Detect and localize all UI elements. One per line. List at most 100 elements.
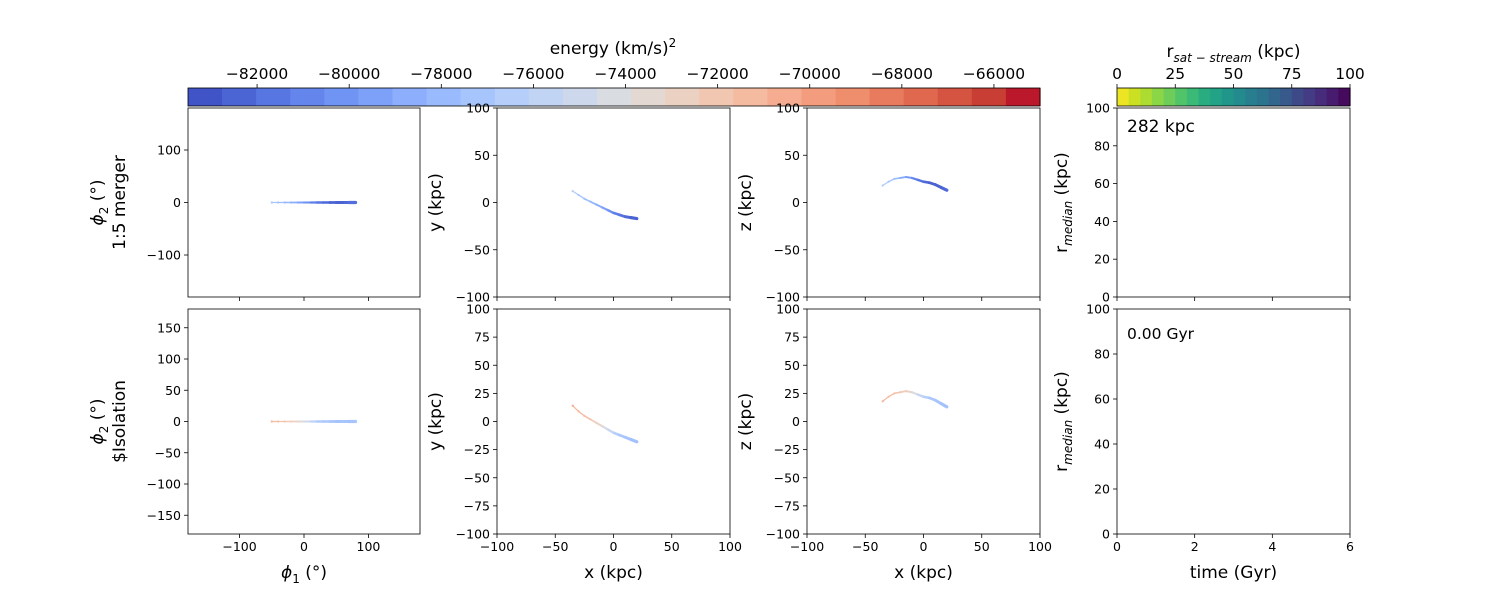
- distance-colorbar-swatch: [1291, 88, 1304, 106]
- y-tick-label: −50: [774, 242, 800, 257]
- energy-colorbar-swatch: [188, 88, 223, 106]
- axes-frame: [806, 107, 1041, 298]
- stream-point: [589, 200, 592, 203]
- stream-point: [618, 213, 621, 216]
- y-tick-label: 100: [157, 352, 181, 367]
- stream-point: [887, 395, 890, 398]
- stream-point: [606, 208, 609, 212]
- x-axis-label: ϕ1 (°): [281, 563, 327, 586]
- y-tick-label: 100: [776, 101, 800, 116]
- y-tick-label: −50: [464, 242, 490, 257]
- y-tick-label: 50: [784, 148, 800, 163]
- stream-point: [589, 418, 592, 421]
- stream-segment: [577, 410, 586, 417]
- stream-point: [945, 189, 948, 192]
- stream-point: [629, 216, 633, 219]
- axes-frame: [806, 308, 1041, 535]
- y-tick-label: −50: [774, 470, 800, 485]
- axes-frame: [1116, 107, 1351, 298]
- row-label-run: $Isolation: [110, 380, 130, 463]
- panel-annotation: 282 kpc: [1127, 117, 1195, 137]
- energy-colorbar-tick-label: −82000: [226, 65, 288, 83]
- y-tick-label: 0: [173, 414, 181, 429]
- stream-point: [904, 390, 908, 393]
- y-tick-label: 60: [1094, 176, 1110, 191]
- stream-point: [290, 420, 293, 423]
- ylabel-main: r: [1052, 246, 1072, 253]
- y-tick-label: 100: [466, 302, 490, 317]
- axes-frame: [496, 107, 731, 298]
- y-tick-label: −100: [456, 527, 490, 542]
- energy-colorbar-tick-label: −72000: [686, 65, 748, 83]
- y-axis-label: y (kpc): [426, 392, 446, 451]
- stream-point: [600, 206, 603, 209]
- y-axis-label: y (kpc): [426, 173, 446, 232]
- energy-colorbar-swatch: [767, 88, 803, 106]
- stream-segment: [577, 194, 586, 200]
- energy-colorbar-swatch: [290, 88, 325, 106]
- y-tick-label: 20: [1094, 482, 1110, 497]
- stream-point: [277, 420, 280, 423]
- energy-colorbar-swatch: [869, 88, 905, 106]
- x-tick-label: −50: [542, 539, 568, 554]
- stream-segment: [939, 401, 949, 409]
- energy-colorbar-swatch: [324, 88, 359, 106]
- energy-colorbar-tick-label: −74000: [594, 65, 656, 83]
- y-tick-label: −100: [766, 290, 800, 305]
- y-tick-label: −75: [774, 498, 800, 513]
- y-tick-label: 50: [474, 358, 490, 373]
- energy-colorbar-tick-label: −80000: [318, 65, 380, 83]
- energy-colorbar-swatch: [801, 88, 837, 106]
- energy-colorbar-tick-label: −76000: [502, 65, 564, 83]
- energy-colorbar-tick-label: −70000: [779, 65, 841, 83]
- stream-point: [335, 201, 338, 204]
- stream-point: [302, 201, 306, 204]
- distance-colorbar-swatch: [1245, 88, 1258, 106]
- y-axis-label: z (kpc): [736, 393, 756, 451]
- axes-frame: [496, 308, 731, 535]
- x-axis-label: x (kpc): [894, 563, 953, 583]
- x-tick-label: 0: [300, 539, 308, 554]
- stream-point: [341, 201, 344, 204]
- distance-colorbar-swatch: [1140, 88, 1153, 106]
- stream-point: [904, 175, 908, 179]
- energy-colorbar-frame: [187, 87, 1041, 107]
- distance-colorbar-label: rsat − stream (kpc): [1167, 42, 1301, 65]
- y-tick-label: −25: [464, 442, 490, 457]
- y-tick-label: 150: [157, 320, 181, 335]
- energy-colorbar-swatch: [631, 88, 666, 106]
- stream-point: [571, 404, 574, 407]
- distance-colorbar-swatch: [1268, 88, 1281, 106]
- distance-colorbar-swatch: [1315, 88, 1328, 106]
- y-axis-label: z (kpc): [736, 174, 756, 232]
- y-tick-label: 50: [474, 148, 490, 163]
- panel-bottom-xy: −100 −50 0 50 100 −100 −75 −50 −25 0 25 50 75 100 y (k…: [426, 302, 742, 584]
- stream-point: [571, 190, 574, 193]
- stream-point: [922, 395, 925, 398]
- y-tick-label: −100: [147, 248, 181, 263]
- energy-colorbar-swatch: [358, 88, 394, 106]
- y-tick-label: −150: [147, 508, 181, 523]
- y-tick-label: 0: [1102, 290, 1110, 305]
- y-tick-label: −100: [766, 527, 800, 542]
- row-label-phi: ϕ: [88, 214, 108, 225]
- stream-point: [283, 201, 286, 204]
- distance-label-unit: (kpc): [1252, 42, 1301, 62]
- y-tick-label: −50: [155, 445, 181, 460]
- distance-colorbar-swatch: [1256, 88, 1270, 106]
- energy-colorbar-tick-label: −78000: [410, 65, 472, 83]
- stream-point: [296, 420, 299, 423]
- stream-point: [899, 391, 902, 394]
- stream-point: [594, 421, 598, 424]
- distance-colorbar-swatch: [1186, 88, 1200, 106]
- energy-colorbar-swatch: [596, 88, 632, 106]
- stream-point: [322, 420, 325, 423]
- energy-colorbar-swatch: [460, 88, 496, 106]
- stream-point: [296, 201, 299, 204]
- panel-annotation: 0.00 Gyr: [1127, 325, 1195, 343]
- ylabel-sub: median: [1061, 420, 1075, 465]
- stream-point: [577, 410, 580, 413]
- ylabel-unit: (kpc): [1052, 371, 1072, 420]
- distance-colorbar-swatch: [1151, 88, 1165, 106]
